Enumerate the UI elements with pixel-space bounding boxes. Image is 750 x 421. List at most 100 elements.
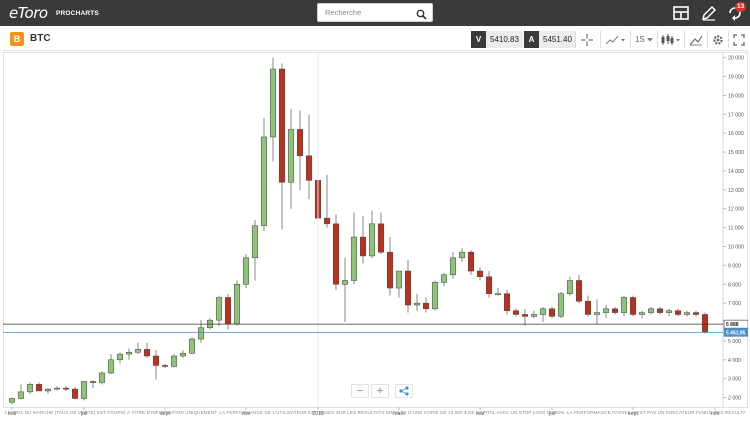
bearish-candle <box>611 308 619 313</box>
bearish-candle <box>692 312 700 315</box>
y-tick-label: 13 000 <box>728 188 744 194</box>
toolbar-separator <box>630 31 631 48</box>
etoro-logo[interactable]: eToro <box>9 4 48 22</box>
bearish-candle <box>296 129 304 157</box>
x-tick-label: 2018 <box>312 411 324 416</box>
bullish-candle <box>134 349 142 353</box>
bullish-candle <box>494 293 502 295</box>
bullish-candle <box>26 384 34 393</box>
buy-price[interactable]: 5451.40 <box>539 31 576 48</box>
y-tick-label: 17 000 <box>728 112 744 118</box>
price-chart[interactable]: 20 000 19 000 18 000 17 000 16 000 15 000 14 0… <box>3 52 749 417</box>
bullish-candle <box>413 302 421 306</box>
bearish-candle <box>89 381 97 383</box>
bullish-candle <box>449 257 457 276</box>
y-tick-label: 8 000 <box>728 282 741 288</box>
bearish-candle <box>548 308 556 317</box>
bearish-candle <box>674 310 682 315</box>
pencil-icon[interactable] <box>700 4 718 22</box>
y-tick-label: 18 000 <box>728 93 744 99</box>
x-tick-label: juil <box>80 411 87 416</box>
bullish-candle <box>215 297 223 321</box>
y-tick-label: 12 000 <box>728 207 744 213</box>
bearish-candle <box>305 155 313 181</box>
sell-price[interactable]: 5410.83 <box>486 31 523 48</box>
bullish-candle <box>251 225 259 259</box>
zoom-out-button[interactable]: − <box>351 384 369 398</box>
bullish-candle <box>431 282 439 310</box>
bullish-candle <box>44 388 52 392</box>
symbol-toolbar: B BTC V 5410.83 A 5451.40 1S <box>3 28 748 51</box>
y-tick-label: 7 000 <box>728 301 741 307</box>
bullish-candle <box>242 257 250 285</box>
bearish-candle <box>701 314 709 333</box>
interval-label: 1S <box>634 35 645 44</box>
settings-gear-icon[interactable] <box>709 31 727 48</box>
bullish-candle <box>440 274 448 283</box>
fullscreen-icon[interactable] <box>730 31 748 48</box>
search-box[interactable]: Recherche <box>317 3 433 22</box>
y-tick-label: 4 000 <box>728 358 741 364</box>
bullish-candle <box>17 391 25 399</box>
bullish-candle <box>260 136 268 226</box>
crosshair-icon[interactable] <box>577 31 597 48</box>
bullish-candle <box>197 327 205 340</box>
bullish-candle <box>368 223 376 257</box>
bearish-candle <box>62 387 70 390</box>
toolbar-separator <box>600 31 601 48</box>
bullish-candle <box>458 251 466 259</box>
bullish-candle <box>620 297 628 313</box>
zoom-in-button[interactable]: + <box>371 384 389 398</box>
x-tick-label: sept <box>160 411 170 416</box>
bullish-candle <box>8 398 16 403</box>
bullish-candle <box>80 381 88 399</box>
sell-label[interactable]: V <box>471 31 486 48</box>
bearish-candle <box>359 236 367 257</box>
x-tick-label: nov <box>711 411 720 416</box>
bullish-candle <box>395 270 403 289</box>
bearish-candle <box>71 388 79 399</box>
bullish-candle <box>566 280 574 294</box>
bullish-candle <box>602 308 610 313</box>
y-tick-label: 9 000 <box>728 263 741 269</box>
bearish-candle <box>575 280 583 302</box>
drawing-tools-icon[interactable] <box>686 31 706 48</box>
bullish-candle <box>539 308 547 315</box>
chart-type-dropdown-icon[interactable] <box>603 31 629 48</box>
candlestick-chart[interactable]: 20 000 19 000 18 000 17 000 16 000 15 000 14 0… <box>3 52 749 417</box>
share-icon[interactable] <box>395 384 413 398</box>
bullish-candle <box>98 372 106 383</box>
bullish-candle <box>665 310 673 313</box>
bullish-candle <box>530 314 538 317</box>
toolbar-separator <box>707 31 708 48</box>
bullish-candle <box>116 353 124 361</box>
bearish-candle <box>386 251 394 289</box>
bearish-candle <box>224 297 232 325</box>
bearish-candle <box>152 355 160 366</box>
bullish-candle <box>638 312 646 315</box>
y-tick-label: 11 000 <box>728 226 744 232</box>
bullish-candle <box>179 352 187 357</box>
bullish-candle <box>593 312 601 315</box>
search-icon[interactable] <box>416 7 427 25</box>
notification-count-badge[interactable]: 13 <box>735 2 747 12</box>
y-tick-label: 19 000 <box>728 75 744 81</box>
procharts-label: PROCHARTS <box>56 10 99 17</box>
bearish-candle <box>404 270 412 306</box>
toolbar-separator <box>684 31 685 48</box>
price-line-label: 5 451,95 <box>726 330 746 336</box>
interval-dropdown[interactable]: 1S <box>632 31 656 48</box>
y-tick-label: 16 000 <box>728 131 744 137</box>
search-input[interactable]: Recherche <box>325 8 362 17</box>
bullish-candle <box>233 284 241 325</box>
bearish-candle <box>161 365 169 367</box>
bullish-candle <box>125 351 133 355</box>
candlestick-icon[interactable] <box>659 31 683 48</box>
price-line-label: 5 888 <box>726 322 739 328</box>
buy-label[interactable]: A <box>524 31 539 48</box>
bearish-candle <box>278 68 286 183</box>
x-tick-label: mars <box>393 411 405 416</box>
y-tick-label: 2 000 <box>728 396 741 402</box>
bearish-candle <box>422 302 430 310</box>
layout-icon[interactable] <box>672 4 690 22</box>
